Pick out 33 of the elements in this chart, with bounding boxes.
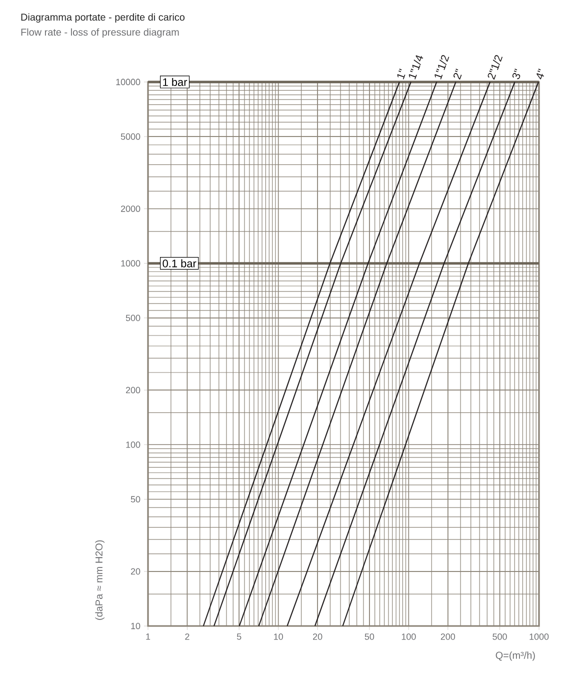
x-tick-label: 1 [146, 634, 150, 640]
x-tick-label: 200 [440, 633, 456, 640]
x-tick-label: 50 [364, 633, 374, 640]
text: 4" [536, 68, 544, 80]
chart-title: Diagramma portate - perdite di carico [21, 13, 185, 23]
y-tick-label: 200 [126, 386, 140, 394]
text: 2" [453, 68, 462, 80]
y-tick-label: 100 [126, 441, 140, 448]
x-tick-label: 100 [402, 633, 416, 640]
x-tick-label: 20 [313, 633, 322, 640]
y-axis-title: (daPa ≈ mm H2O) [95, 540, 104, 620]
y-tick-label: 2000 [121, 206, 140, 212]
text: 2"1/2 [488, 55, 503, 80]
ref-line-label: 0.1 bar [162, 259, 196, 268]
x-tick-label: 1000 [530, 633, 549, 640]
x-tick-label: 2 [185, 633, 190, 640]
y-tick-label: 10000 [116, 78, 140, 86]
x-axis-title: Q=(m³/h) [496, 652, 535, 661]
y-tick-label: 20 [130, 568, 140, 575]
text: 1"1/4 [408, 55, 424, 80]
x-tick-label: 10 [274, 633, 283, 640]
y-tick-label: 10 [131, 622, 140, 630]
y-tick-label: 5000 [120, 133, 140, 140]
text: 1" [397, 68, 406, 80]
x-tick-label: 5 [236, 634, 242, 640]
y-tick-label: 1000 [121, 260, 140, 267]
text: 3" [512, 68, 520, 80]
ref-line-label: 1 bar [163, 78, 188, 86]
y-tick-label: 50 [130, 496, 140, 502]
text: 1"1/2 [434, 55, 450, 80]
x-tick-label: 500 [492, 633, 507, 640]
chart-subtitle: Flow rate - loss of pressure diagram [21, 28, 179, 38]
y-tick-label: 500 [126, 314, 140, 322]
